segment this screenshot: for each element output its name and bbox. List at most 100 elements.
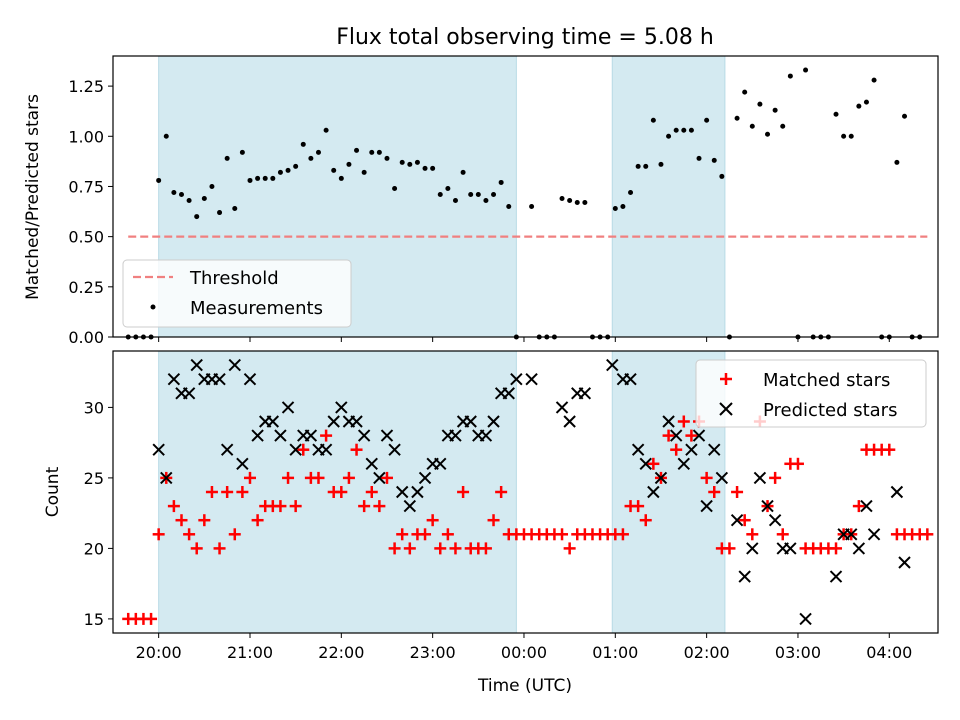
matched-star-point: [487, 514, 500, 527]
predicted-star-point: [730, 513, 744, 527]
measurements-legend-marker: [150, 304, 156, 310]
top-legend-box: [122, 259, 352, 328]
matched-star-point: [380, 471, 393, 484]
measurement-point: [772, 107, 778, 113]
measurement-point: [186, 198, 192, 204]
measurement-point: [673, 127, 679, 133]
matched-star-point: [738, 514, 751, 527]
top-axes: 0.00 0.25 0.50 0.75 1.00 1.25: [68, 77, 890, 347]
predicted-star-point: [403, 499, 417, 513]
predicted-star-point: [152, 443, 165, 456]
measurement-point: [460, 169, 466, 175]
matched-star-point: [662, 429, 675, 442]
top-y-tick-label: 0.50: [68, 228, 104, 247]
predicted-star-point: [350, 415, 363, 428]
matched-star-point: [700, 471, 713, 484]
matched-star-point: [731, 486, 744, 498]
measurement-point: [894, 159, 900, 165]
predicted-star-point: [867, 528, 881, 541]
measurement-point: [262, 175, 268, 181]
measurement-point: [171, 189, 177, 195]
top-y-tick-label: 0.75: [68, 177, 104, 196]
x-tick-label: 20:00: [136, 643, 182, 662]
predicted-star-point: [753, 471, 767, 485]
matched-star-point: [297, 443, 310, 456]
predicted-star-point: [213, 372, 226, 386]
measurement-point: [323, 127, 329, 133]
top-legend: Threshold Measurements: [122, 259, 352, 328]
predicted-star-point: [662, 415, 675, 428]
measurement-point: [399, 159, 405, 165]
x-tick-label: 21:00: [227, 643, 273, 662]
measurement-point: [270, 175, 276, 181]
predicted-star-point: [624, 372, 637, 386]
predicted-star-point: [327, 415, 340, 428]
matched-star-point: [434, 542, 447, 555]
matched-star-point: [274, 500, 287, 513]
matched-star-point: [373, 500, 386, 513]
predicted-star-point: [669, 429, 683, 442]
measurement-point: [841, 133, 847, 139]
top-y-tick-label: 1.25: [68, 77, 104, 96]
predicted-star-point: [768, 513, 782, 527]
measurement-point: [871, 77, 877, 83]
x-tick-label: 02:00: [684, 643, 730, 662]
matched-star-point: [639, 514, 652, 527]
predicted-star-point: [365, 457, 378, 471]
matched-star-point: [670, 443, 683, 456]
top-y-axis-label: Matched/Predicted stars: [23, 94, 43, 300]
threshold-legend-label: Threshold: [189, 268, 279, 289]
predicted-star-point: [479, 429, 493, 442]
predicted-star-point: [510, 372, 523, 386]
predicted-legend-label: Predicted stars: [763, 400, 897, 421]
bottom-y-axis-label: Count: [43, 466, 63, 517]
measurement-point: [369, 149, 375, 155]
measurement-point: [742, 89, 748, 95]
predicted-star-point: [563, 415, 576, 428]
predicted-star-point: [631, 443, 645, 456]
top-plot-frame: [112, 55, 939, 338]
measurement-point: [567, 198, 573, 204]
matched-star-point: [342, 471, 355, 484]
predicted-star-point: [182, 387, 196, 400]
matched-star-point: [365, 486, 378, 498]
matched-star-point: [746, 528, 759, 541]
measurement-point: [491, 191, 497, 197]
measurement-point: [757, 101, 763, 107]
predicted-legend-marker: [719, 402, 733, 416]
matched-star-point: [282, 471, 295, 484]
matched-star-point: [175, 514, 188, 527]
matched-star-point: [145, 612, 158, 625]
matched-star-point: [183, 528, 196, 541]
predicted-star-point: [692, 429, 706, 442]
predicted-star-point: [845, 528, 858, 541]
matched-star-point: [205, 486, 218, 498]
measurement-point: [338, 175, 344, 181]
measurements-layer: [125, 67, 923, 340]
matched-star-point: [556, 528, 569, 541]
measurement-point: [711, 157, 717, 163]
predicted-star-point: [304, 429, 318, 442]
matched-star-point: [830, 542, 843, 555]
predicted-star-point: [251, 429, 264, 442]
matched-star-point: [152, 528, 165, 541]
predicted-star-point: [654, 471, 668, 485]
matched-star-point: [167, 500, 180, 513]
matched-star-point: [769, 471, 782, 484]
measurement-point: [696, 155, 702, 161]
predicted-star-point: [274, 429, 287, 442]
matched-star-point: [441, 528, 454, 541]
predicted-star-point: [578, 387, 592, 400]
bottom-legend: Matched stars Predicted stars: [695, 359, 927, 428]
matched-star-point: [426, 514, 439, 527]
x-tick-label: 01:00: [592, 643, 638, 662]
x-tick-label: 22:00: [318, 643, 364, 662]
predicted-star-point: [898, 556, 911, 569]
measurement-point: [407, 161, 413, 167]
measurement-point: [315, 149, 321, 155]
matched-star-point: [479, 542, 492, 555]
measurement-point: [239, 149, 245, 155]
predicted-star-point: [708, 443, 721, 456]
predicted-star-point: [829, 570, 843, 583]
predicted-star-point: [243, 372, 257, 386]
